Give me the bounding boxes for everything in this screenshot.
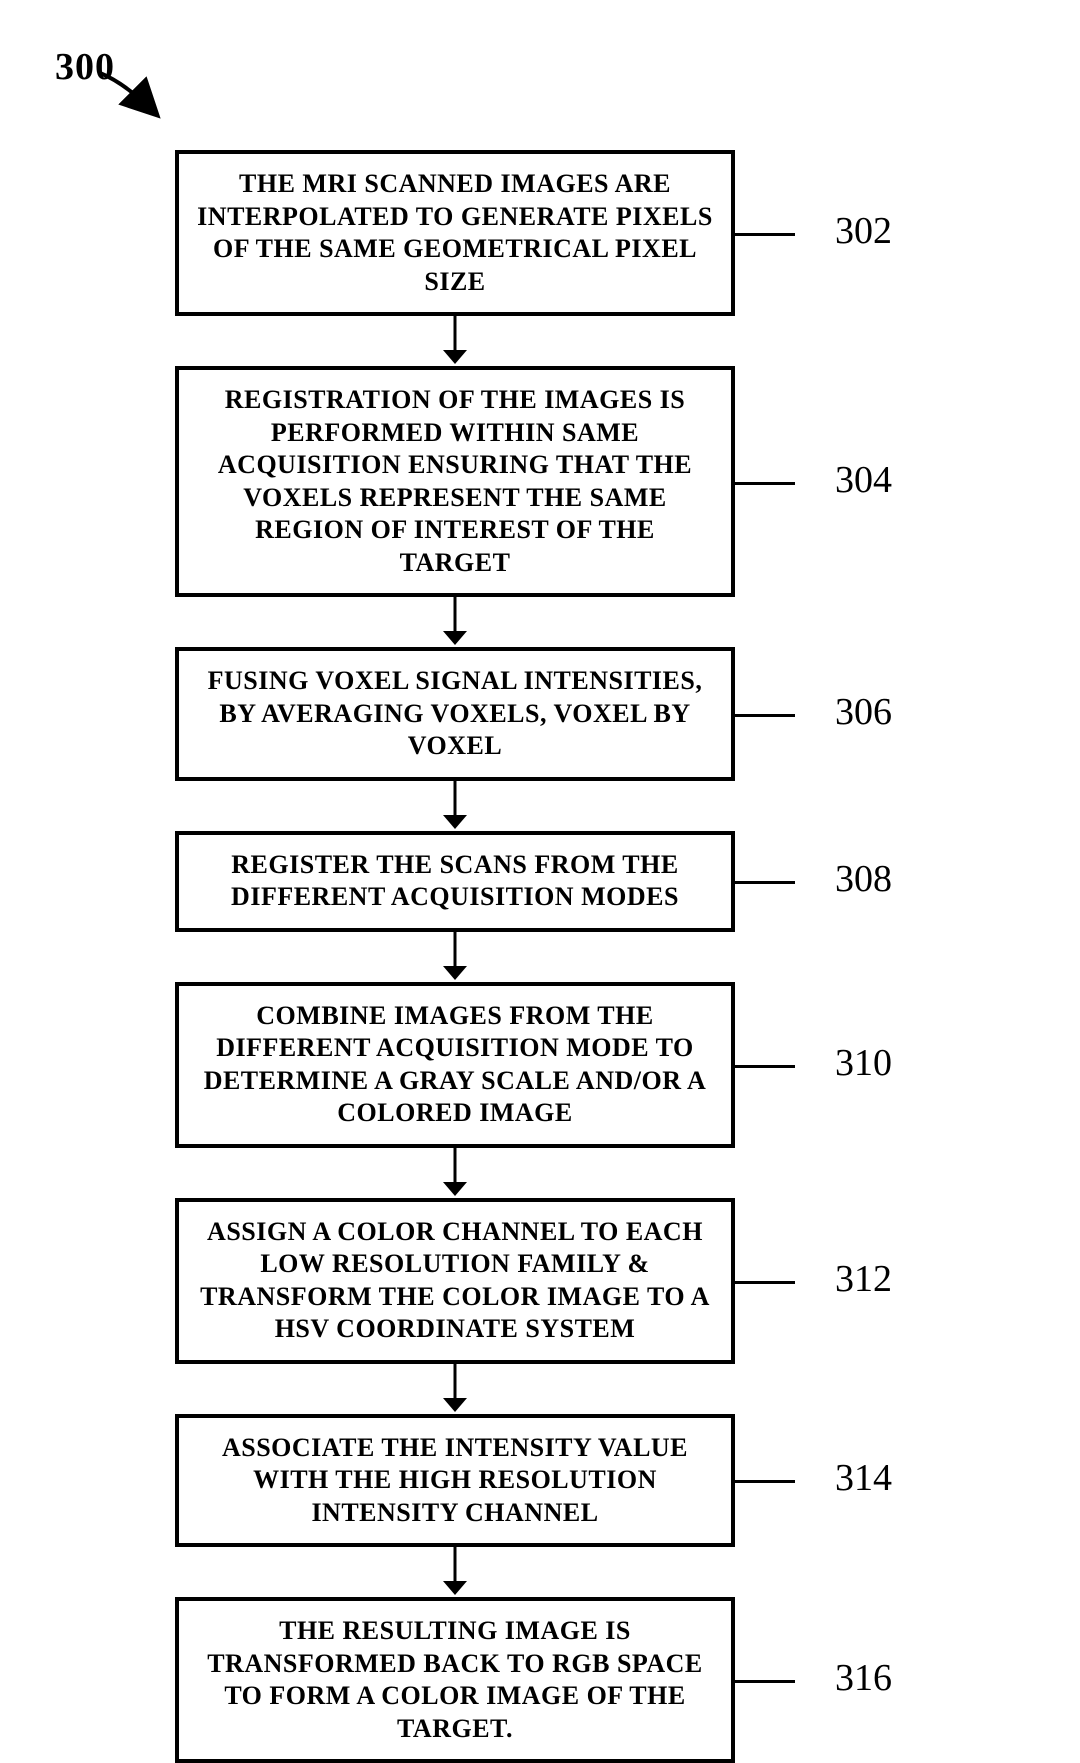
step-number-label: 314 [835,1456,892,1500]
step-304: REGISTRATION OF THE IMAGES IS PERFORMED … [175,366,735,597]
step-number-label: 304 [835,457,892,501]
step-lead-line [735,714,795,717]
step-number-label: 316 [835,1656,892,1700]
flow-step-row: COMBINE IMAGES FROM THE DIFFERENT ACQUIS… [175,982,735,1148]
step-lead-line [735,881,795,884]
step-lead-line [735,1065,795,1068]
step-lead-line [735,1281,795,1284]
step-310: COMBINE IMAGES FROM THE DIFFERENT ACQUIS… [175,982,735,1148]
flow-step-row: ASSOCIATE THE INTENSITY VALUE WITH THE H… [175,1414,735,1548]
flow-step-row: THE MRI SCANNED IMAGES ARE INTERPOLATED … [175,150,735,316]
step-302: THE MRI SCANNED IMAGES ARE INTERPOLATED … [175,150,735,316]
step-312: ASSIGN A COLOR CHANNEL TO EACH LOW RESOL… [175,1198,735,1364]
step-306: FUSING VOXEL SIGNAL INTENSITIES, BY AVER… [175,647,735,781]
step-lead-line [735,233,795,236]
step-lead-line [735,1680,795,1683]
flowchart-column: THE MRI SCANNED IMAGES ARE INTERPOLATED … [175,150,735,1763]
step-number-label: 312 [835,1256,892,1300]
step-308: REGISTER THE SCANS FROM THE DIFFERENT AC… [175,831,735,932]
step-number-label: 306 [835,690,892,734]
diagram-canvas: 300 THE MRI SCANNED IMAGES ARE INTERPOLA… [0,0,1080,1735]
flow-step-row: REGISTRATION OF THE IMAGES IS PERFORMED … [175,366,735,597]
flow-step-row: REGISTER THE SCANS FROM THE DIFFERENT AC… [175,831,735,932]
flow-step-row: ASSIGN A COLOR CHANNEL TO EACH LOW RESOL… [175,1198,735,1364]
step-lead-line [735,482,795,485]
step-316: THE RESULTING IMAGE IS TRANSFORMED BACK … [175,1597,735,1763]
step-number-label: 302 [835,209,892,253]
step-number-label: 310 [835,1040,892,1084]
step-number-label: 308 [835,857,892,901]
step-lead-line [735,1480,795,1483]
flow-step-row: THE RESULTING IMAGE IS TRANSFORMED BACK … [175,1597,735,1763]
step-314: ASSOCIATE THE INTENSITY VALUE WITH THE H… [175,1414,735,1548]
figure-pointer-arrow [95,68,185,138]
flow-step-row: FUSING VOXEL SIGNAL INTENSITIES, BY AVER… [175,647,735,781]
